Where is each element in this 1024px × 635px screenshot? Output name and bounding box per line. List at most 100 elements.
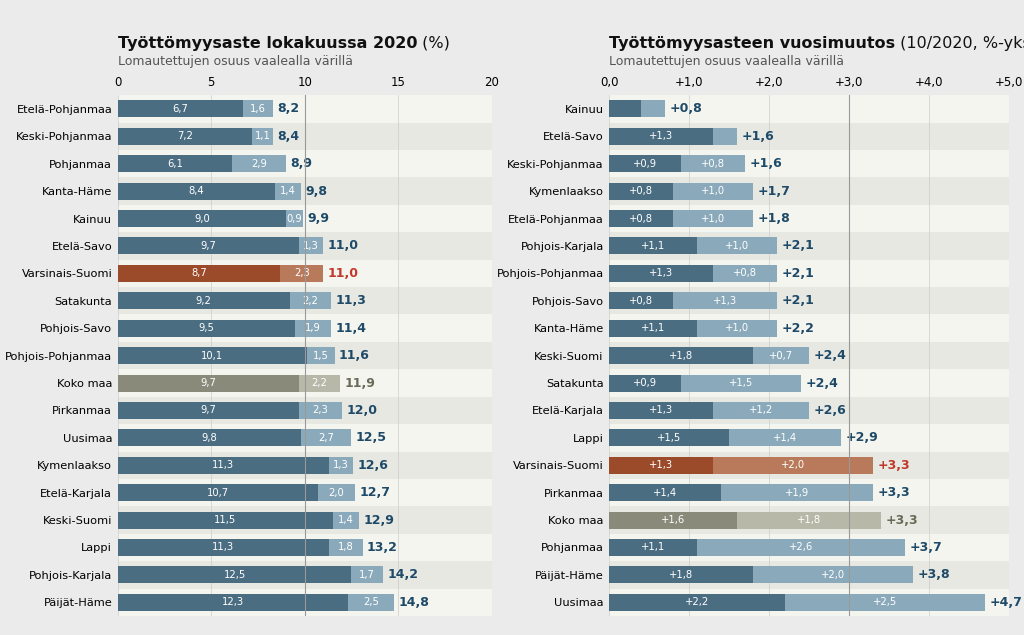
Bar	[118, 370, 492, 397]
Bar	[609, 95, 1009, 123]
Text: 1,6: 1,6	[250, 104, 266, 114]
Text: 2,7: 2,7	[318, 433, 334, 443]
Bar	[673, 183, 753, 199]
Bar	[333, 512, 358, 528]
Text: +2,2: +2,2	[781, 322, 815, 335]
Text: 11,9: 11,9	[345, 377, 376, 389]
Text: 12,6: 12,6	[357, 458, 388, 472]
Bar	[118, 375, 299, 392]
Bar	[299, 402, 342, 419]
Bar	[299, 375, 340, 392]
Text: 14,2: 14,2	[388, 568, 419, 581]
Bar	[118, 260, 492, 287]
Bar	[609, 397, 1009, 424]
Text: 12,0: 12,0	[346, 404, 378, 417]
Bar	[609, 314, 1009, 342]
Text: +1,7: +1,7	[758, 185, 791, 197]
Bar	[231, 156, 286, 172]
Text: 11,3: 11,3	[335, 294, 367, 307]
Text: +1,4: +1,4	[773, 433, 797, 443]
Bar	[609, 177, 1009, 205]
Bar	[641, 100, 666, 117]
Bar	[118, 347, 306, 364]
Text: +2,0: +2,0	[781, 460, 805, 471]
Bar	[306, 347, 335, 364]
Text: +3,7: +3,7	[909, 541, 942, 554]
Bar	[118, 424, 492, 451]
Text: 2,3: 2,3	[294, 269, 309, 278]
Bar	[673, 210, 753, 227]
Bar	[609, 319, 697, 337]
Text: 6,1: 6,1	[167, 159, 182, 169]
Bar	[118, 512, 333, 528]
Text: +3,8: +3,8	[918, 568, 950, 581]
Text: Lomautettujen osuus vaalealla värillä: Lomautettujen osuus vaalealla värillä	[118, 55, 352, 68]
Text: 9,9: 9,9	[307, 212, 330, 225]
Bar	[118, 128, 252, 145]
Text: +1,6: +1,6	[741, 130, 774, 143]
Text: 1,3: 1,3	[333, 460, 349, 471]
Text: +2,4: +2,4	[814, 349, 847, 362]
Bar	[347, 594, 394, 611]
Text: +0,8: +0,8	[733, 269, 757, 278]
Text: +3,3: +3,3	[878, 486, 910, 499]
Text: +4,7: +4,7	[989, 596, 1022, 609]
Bar	[609, 123, 1009, 150]
Bar	[609, 594, 785, 611]
Text: 9,8: 9,8	[305, 185, 328, 197]
Bar	[118, 566, 351, 584]
Text: 1,4: 1,4	[338, 515, 353, 525]
Bar	[721, 484, 872, 501]
Text: +3,3: +3,3	[886, 514, 919, 526]
Text: +2,2: +2,2	[685, 598, 710, 607]
Text: +2,9: +2,9	[846, 431, 879, 444]
Text: 2,0: 2,0	[329, 488, 344, 498]
Bar	[697, 539, 905, 556]
Bar	[243, 100, 272, 117]
Text: 2,2: 2,2	[311, 378, 328, 388]
Bar	[609, 539, 697, 556]
Text: +2,1: +2,1	[781, 267, 815, 280]
Text: 9,7: 9,7	[201, 241, 216, 251]
Bar	[697, 237, 777, 255]
Text: 9,7: 9,7	[201, 378, 216, 388]
Text: +1,1: +1,1	[641, 323, 666, 333]
Bar	[609, 534, 1009, 561]
Bar	[609, 205, 1009, 232]
Text: 13,2: 13,2	[367, 541, 398, 554]
Bar	[681, 156, 745, 172]
Bar	[681, 375, 801, 392]
Text: +1,1: +1,1	[641, 241, 666, 251]
Bar	[118, 402, 299, 419]
Text: 8,9: 8,9	[291, 157, 312, 170]
Bar	[118, 397, 492, 424]
Text: 11,3: 11,3	[212, 460, 234, 471]
Bar	[317, 484, 355, 501]
Text: +1,2: +1,2	[749, 405, 773, 415]
Bar	[609, 210, 673, 227]
Text: 9,8: 9,8	[202, 433, 217, 443]
Bar	[118, 534, 492, 561]
Text: 7,2: 7,2	[177, 131, 193, 142]
Text: 0,9: 0,9	[287, 213, 302, 224]
Text: +1,8: +1,8	[758, 212, 791, 225]
Bar	[118, 589, 492, 616]
Text: +1,5: +1,5	[657, 433, 681, 443]
Text: +2,4: +2,4	[806, 377, 839, 389]
Text: 11,6: 11,6	[339, 349, 370, 362]
Bar	[713, 402, 809, 419]
Text: +1,0: +1,0	[725, 323, 750, 333]
Text: +2,0: +2,0	[821, 570, 845, 580]
Bar	[118, 265, 281, 282]
Text: 9,7: 9,7	[201, 405, 216, 415]
Bar	[673, 292, 777, 309]
Text: +1,8: +1,8	[669, 351, 693, 361]
Text: 2,3: 2,3	[312, 405, 329, 415]
Bar	[753, 347, 809, 364]
Bar	[713, 265, 777, 282]
Text: 2,9: 2,9	[251, 159, 267, 169]
Bar	[118, 594, 347, 611]
Text: Lomautettujen osuus vaalealla värillä: Lomautettujen osuus vaalealla värillä	[609, 55, 844, 68]
Text: +1,3: +1,3	[649, 405, 673, 415]
Text: +0,7: +0,7	[769, 351, 793, 361]
